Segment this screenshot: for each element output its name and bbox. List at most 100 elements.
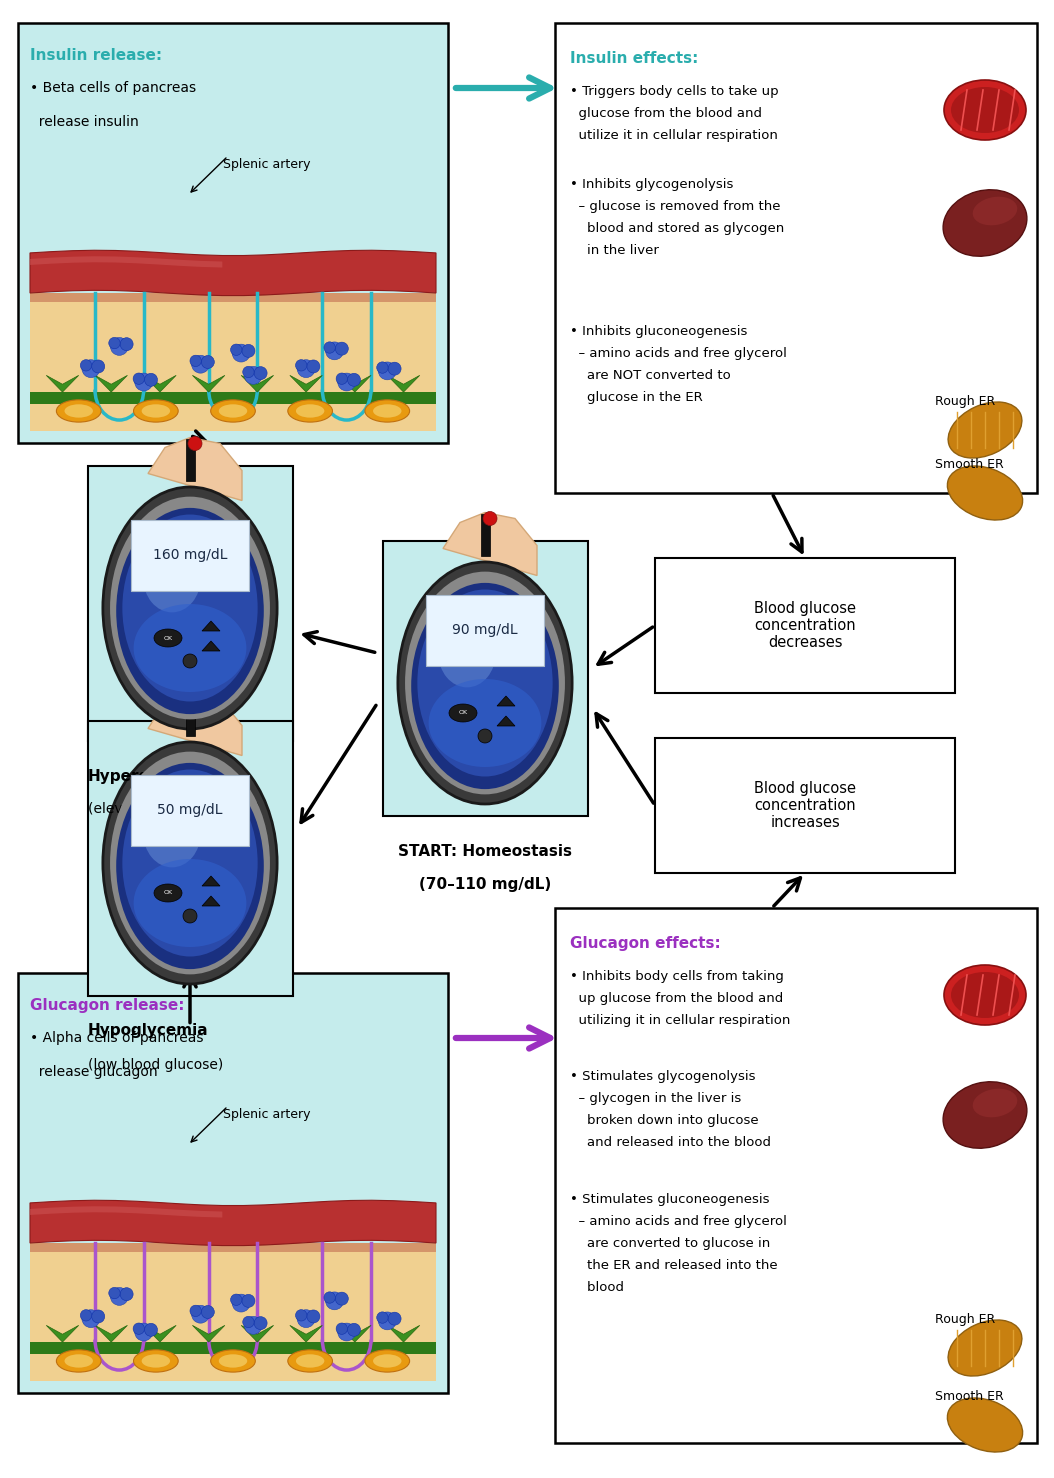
Circle shape xyxy=(245,367,262,384)
Polygon shape xyxy=(443,513,536,575)
Circle shape xyxy=(231,1295,242,1305)
Circle shape xyxy=(335,1292,348,1305)
Polygon shape xyxy=(241,375,274,392)
Text: release insulin: release insulin xyxy=(30,115,139,129)
Ellipse shape xyxy=(141,1354,170,1367)
Text: Splenic artery: Splenic artery xyxy=(223,1108,311,1120)
Ellipse shape xyxy=(951,973,1019,1018)
Text: (elevated blood glucose): (elevated blood glucose) xyxy=(87,803,259,816)
Bar xyxy=(131,519,250,591)
Circle shape xyxy=(337,372,355,392)
Circle shape xyxy=(242,367,254,378)
Ellipse shape xyxy=(373,405,402,418)
Text: up glucose from the blood and: up glucose from the blood and xyxy=(570,992,783,1005)
Circle shape xyxy=(109,337,120,349)
Text: Splenic artery: Splenic artery xyxy=(223,158,311,171)
Ellipse shape xyxy=(103,486,277,729)
Polygon shape xyxy=(30,256,222,268)
Circle shape xyxy=(183,909,197,922)
Circle shape xyxy=(254,1317,267,1330)
Circle shape xyxy=(120,337,133,350)
Circle shape xyxy=(183,653,197,668)
Ellipse shape xyxy=(211,401,255,423)
Text: utilize it in cellular respiration: utilize it in cellular respiration xyxy=(570,129,778,142)
Ellipse shape xyxy=(110,497,270,720)
Circle shape xyxy=(192,355,210,372)
Circle shape xyxy=(188,436,202,451)
Ellipse shape xyxy=(154,884,182,902)
Polygon shape xyxy=(30,1200,436,1246)
Ellipse shape xyxy=(134,1349,178,1372)
Bar xyxy=(30,392,436,405)
Ellipse shape xyxy=(122,514,257,702)
Circle shape xyxy=(242,1317,254,1327)
Ellipse shape xyxy=(949,402,1022,458)
Text: – amino acids and free glycerol: – amino acids and free glycerol xyxy=(570,347,787,361)
Ellipse shape xyxy=(219,405,248,418)
Circle shape xyxy=(80,359,92,371)
Text: Insulin release:: Insulin release: xyxy=(30,47,162,64)
Polygon shape xyxy=(497,715,515,726)
Circle shape xyxy=(111,337,129,355)
Ellipse shape xyxy=(154,630,182,647)
Circle shape xyxy=(295,359,307,371)
Circle shape xyxy=(190,1305,201,1317)
Bar xyxy=(30,1243,436,1380)
Ellipse shape xyxy=(365,401,410,423)
Bar xyxy=(481,513,489,556)
Circle shape xyxy=(336,372,348,384)
Polygon shape xyxy=(241,1326,274,1342)
Bar xyxy=(555,907,1037,1443)
Text: Rough ER: Rough ER xyxy=(935,1312,995,1326)
Text: OK: OK xyxy=(458,711,468,715)
Text: • Beta cells of pancreas: • Beta cells of pancreas xyxy=(30,81,196,95)
Circle shape xyxy=(92,361,104,372)
Circle shape xyxy=(111,1287,129,1305)
Ellipse shape xyxy=(948,466,1022,520)
Ellipse shape xyxy=(143,544,200,612)
Ellipse shape xyxy=(211,1349,255,1372)
Circle shape xyxy=(307,1310,319,1323)
Text: (low blood glucose): (low blood glucose) xyxy=(87,1057,222,1072)
Circle shape xyxy=(242,344,255,358)
Circle shape xyxy=(336,1323,348,1335)
Polygon shape xyxy=(143,375,176,392)
Polygon shape xyxy=(30,250,436,296)
Circle shape xyxy=(82,359,100,377)
Ellipse shape xyxy=(64,1354,93,1367)
Circle shape xyxy=(348,374,360,386)
Circle shape xyxy=(231,344,242,355)
Circle shape xyxy=(297,359,315,377)
Circle shape xyxy=(297,1310,315,1327)
Circle shape xyxy=(483,511,497,526)
Bar xyxy=(426,594,545,667)
Circle shape xyxy=(242,1295,255,1308)
Ellipse shape xyxy=(134,401,178,423)
Ellipse shape xyxy=(365,1349,410,1372)
Text: and released into the blood: and released into the blood xyxy=(570,1137,770,1148)
Text: blood and stored as glycogen: blood and stored as glycogen xyxy=(570,222,784,235)
Polygon shape xyxy=(148,693,242,755)
Circle shape xyxy=(324,1292,335,1304)
Bar xyxy=(30,293,436,432)
Bar xyxy=(18,24,448,443)
Bar xyxy=(30,1342,436,1354)
Ellipse shape xyxy=(973,197,1017,225)
Text: • Inhibits glycogenolysis: • Inhibits glycogenolysis xyxy=(570,177,734,191)
Circle shape xyxy=(337,1323,355,1341)
Circle shape xyxy=(133,1323,144,1335)
Polygon shape xyxy=(338,1326,371,1342)
Circle shape xyxy=(120,1287,133,1301)
Polygon shape xyxy=(46,1326,79,1342)
Text: Insulin effects:: Insulin effects: xyxy=(570,52,699,67)
Text: in the liver: in the liver xyxy=(570,244,659,257)
Bar xyxy=(30,1243,436,1252)
Text: Blood glucose
concentration
increases: Blood glucose concentration increases xyxy=(754,780,856,831)
Bar xyxy=(186,693,195,736)
Circle shape xyxy=(245,1317,262,1335)
Text: – glycogen in the liver is: – glycogen in the liver is xyxy=(570,1092,741,1106)
Ellipse shape xyxy=(134,605,247,692)
Text: release glucagon: release glucagon xyxy=(30,1066,158,1079)
Polygon shape xyxy=(290,1326,323,1342)
Ellipse shape xyxy=(951,87,1019,133)
